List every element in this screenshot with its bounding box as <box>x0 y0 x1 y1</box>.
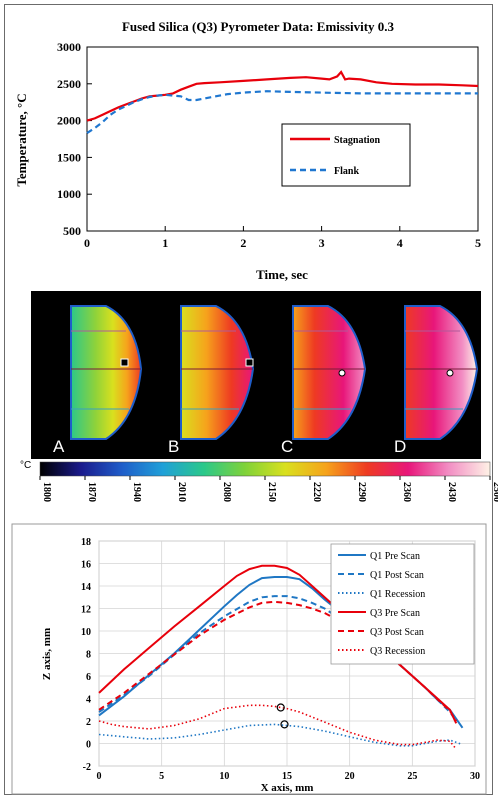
thermal-image-d <box>404 305 479 440</box>
chart3-xtick-label: 0 <box>97 771 102 782</box>
temperature-chart: Fused Silica (Q3) Pyrometer Data: Emissi… <box>14 19 481 282</box>
chart1-xtick-label: 0 <box>84 236 90 250</box>
colorbar-tick-label: 2220 <box>311 482 322 502</box>
chart1-xtick-label: 5 <box>475 236 481 250</box>
panel-label-a: A <box>53 437 65 456</box>
colorbar-tick-label: 2150 <box>266 482 277 502</box>
chart3-ytick-label: 4 <box>86 695 91 706</box>
thermal-image-b <box>180 305 255 440</box>
chart3-ytick-label: 8 <box>86 650 91 661</box>
thermal-image-panel <box>31 291 481 459</box>
colorbar-tick-label: 1940 <box>131 482 142 502</box>
chart1-legend: Stagnation Flank <box>281 123 411 187</box>
chart3-ytick-label: -2 <box>83 762 91 773</box>
chart3-legend-label: Q1 Pre Scan <box>370 551 420 562</box>
chart3-marker-circle <box>276 703 285 712</box>
panel-label-b: B <box>168 437 180 456</box>
chart3-xtick-label: 20 <box>345 771 355 782</box>
thermal-image-a <box>70 305 143 440</box>
chart1-ytick-label: 500 <box>63 224 81 238</box>
chart3-series-line-5 <box>98 704 457 750</box>
chart3-legend-label: Q1 Recession <box>370 589 425 600</box>
chart1-xtick-label: 1 <box>162 236 168 250</box>
chart3-ytick-label: 6 <box>86 672 91 683</box>
colorbar-tick-label: 2010 <box>176 482 187 502</box>
chart3-ylabel: Z axis, mm <box>41 628 53 680</box>
chart3-outer-border <box>11 523 487 795</box>
chart1-xtick-label: 4 <box>397 236 403 250</box>
colorbar: 1800 1870 1940 2010 2080 2150 2220 2290 2360 2430… <box>39 461 498 502</box>
chart3-series-line-3 <box>98 564 458 724</box>
chart1-ylabel: Temperature, °C <box>14 93 29 186</box>
chart3-legend-label: Q3 Recession <box>370 646 425 657</box>
chart3-ytick-label: 14 <box>81 582 91 593</box>
thermal-image-c <box>292 305 367 440</box>
chart3-ytick-label: 10 <box>81 627 91 638</box>
chart3-legend-box <box>330 543 475 665</box>
chart1-series-line-1 <box>86 90 478 135</box>
colorbar-tick-label: 2080 <box>221 482 232 502</box>
chart3-ytick-label: 2 <box>86 717 91 728</box>
chart3-ytick-label: 12 <box>81 605 91 616</box>
legend-flank-label: Flank <box>334 166 359 177</box>
chart3-xtick-label: 10 <box>219 771 229 782</box>
colorbar-tick-label: 2500 <box>491 482 498 502</box>
chart3-series-line-4 <box>98 600 458 722</box>
panel-label-c: C <box>281 437 294 456</box>
chart3-legend: Q1 Pre Scan Q1 Post Scan Q1 Recession Q3 Pr… <box>330 543 475 665</box>
chart3-marker-circle <box>280 720 289 729</box>
chart1-ytick-label: 2500 <box>57 77 81 91</box>
chart3-xtick-label: 5 <box>159 771 164 782</box>
chart1-ytick-label: 1000 <box>57 187 81 201</box>
colorbar-tick-label: 1870 <box>86 482 97 502</box>
chart3-ytick-label: 16 <box>81 560 91 571</box>
chart3-series-line-2 <box>98 723 463 747</box>
colorbar-tick-label: 2290 <box>356 482 367 502</box>
chart3-legend-label: Q3 Post Scan <box>370 627 424 638</box>
chart3-legend-label: Q1 Post Scan <box>370 570 424 581</box>
chart3-xtick-label: 25 <box>407 771 417 782</box>
chart1-plot-area <box>86 46 479 232</box>
chart3-legend-label: Q3 Pre Scan <box>370 608 420 619</box>
chart1-xtick-label: 2 <box>240 236 246 250</box>
colorbar-tick-label: 2360 <box>401 482 412 502</box>
chart1-ytick-label: 1500 <box>57 150 81 164</box>
colorbar-gradient <box>39 461 491 477</box>
chart3-xtick-label: 30 <box>470 771 480 782</box>
colorbar-unit: °C <box>20 460 32 471</box>
colorbar-tick-label: 1800 <box>41 482 52 502</box>
chart1-ytick-label: 2000 <box>57 114 81 128</box>
chart1-ytick-label: 3000 <box>57 40 81 54</box>
chart3-ytick-label: 18 <box>81 537 91 548</box>
legend-stagnation-label: Stagnation <box>334 135 381 146</box>
chart1-xtick-label: 3 <box>319 236 325 250</box>
colorbar-tick-label: 2430 <box>446 482 457 502</box>
chart3-xtick-label: 15 <box>282 771 292 782</box>
panel-label-d: D <box>394 437 407 456</box>
thermal-images <box>70 305 479 440</box>
chart1-xlabel: Time, sec <box>256 267 308 282</box>
chart3-ytick-label: 0 <box>86 740 91 751</box>
chart1-series-line-0 <box>86 70 479 122</box>
chart3-xlabel: X axis, mm <box>261 782 314 794</box>
chart1-title: Fused Silica (Q3) Pyrometer Data: Emissi… <box>122 19 395 34</box>
chart1-legend-box <box>281 123 411 187</box>
profile-chart: -2 0 2 4 6 8 10 12 14 16 18 0 5 10 15 20 25 30 X axis, mm… <box>11 523 487 795</box>
